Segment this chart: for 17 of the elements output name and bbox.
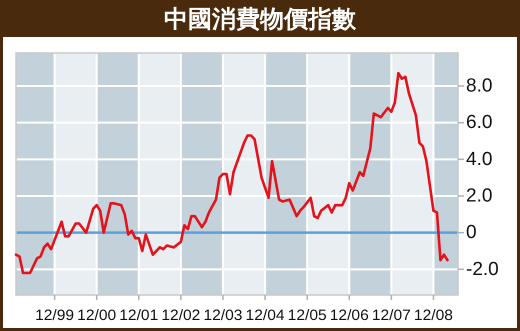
y-tick-label: 2.0 (466, 186, 492, 206)
x-tick-label: 12/02 (161, 307, 200, 324)
x-tick-label: 12/01 (119, 307, 158, 324)
x-tick-label: 12/08 (414, 307, 453, 324)
x-tick-label: 12/07 (372, 307, 411, 324)
y-tick-label: 0 (466, 222, 477, 244)
x-tick-label: 12/05 (288, 307, 327, 324)
y-tick-label: 6.0 (466, 112, 492, 134)
y-tick-label: 8.0 (466, 76, 492, 96)
x-tick-label: 12/04 (246, 307, 285, 324)
y-tick-label: 4.0 (466, 148, 492, 170)
x-tick-label: 12/03 (203, 307, 242, 324)
y-tick-label: -2.0 (466, 258, 499, 280)
x-tick-label: 12/00 (77, 307, 116, 324)
x-tick-label: 12/99 (35, 307, 74, 324)
x-tick-label: 12/06 (330, 307, 369, 324)
chart-title: 中國消費物價指數 (164, 6, 357, 33)
